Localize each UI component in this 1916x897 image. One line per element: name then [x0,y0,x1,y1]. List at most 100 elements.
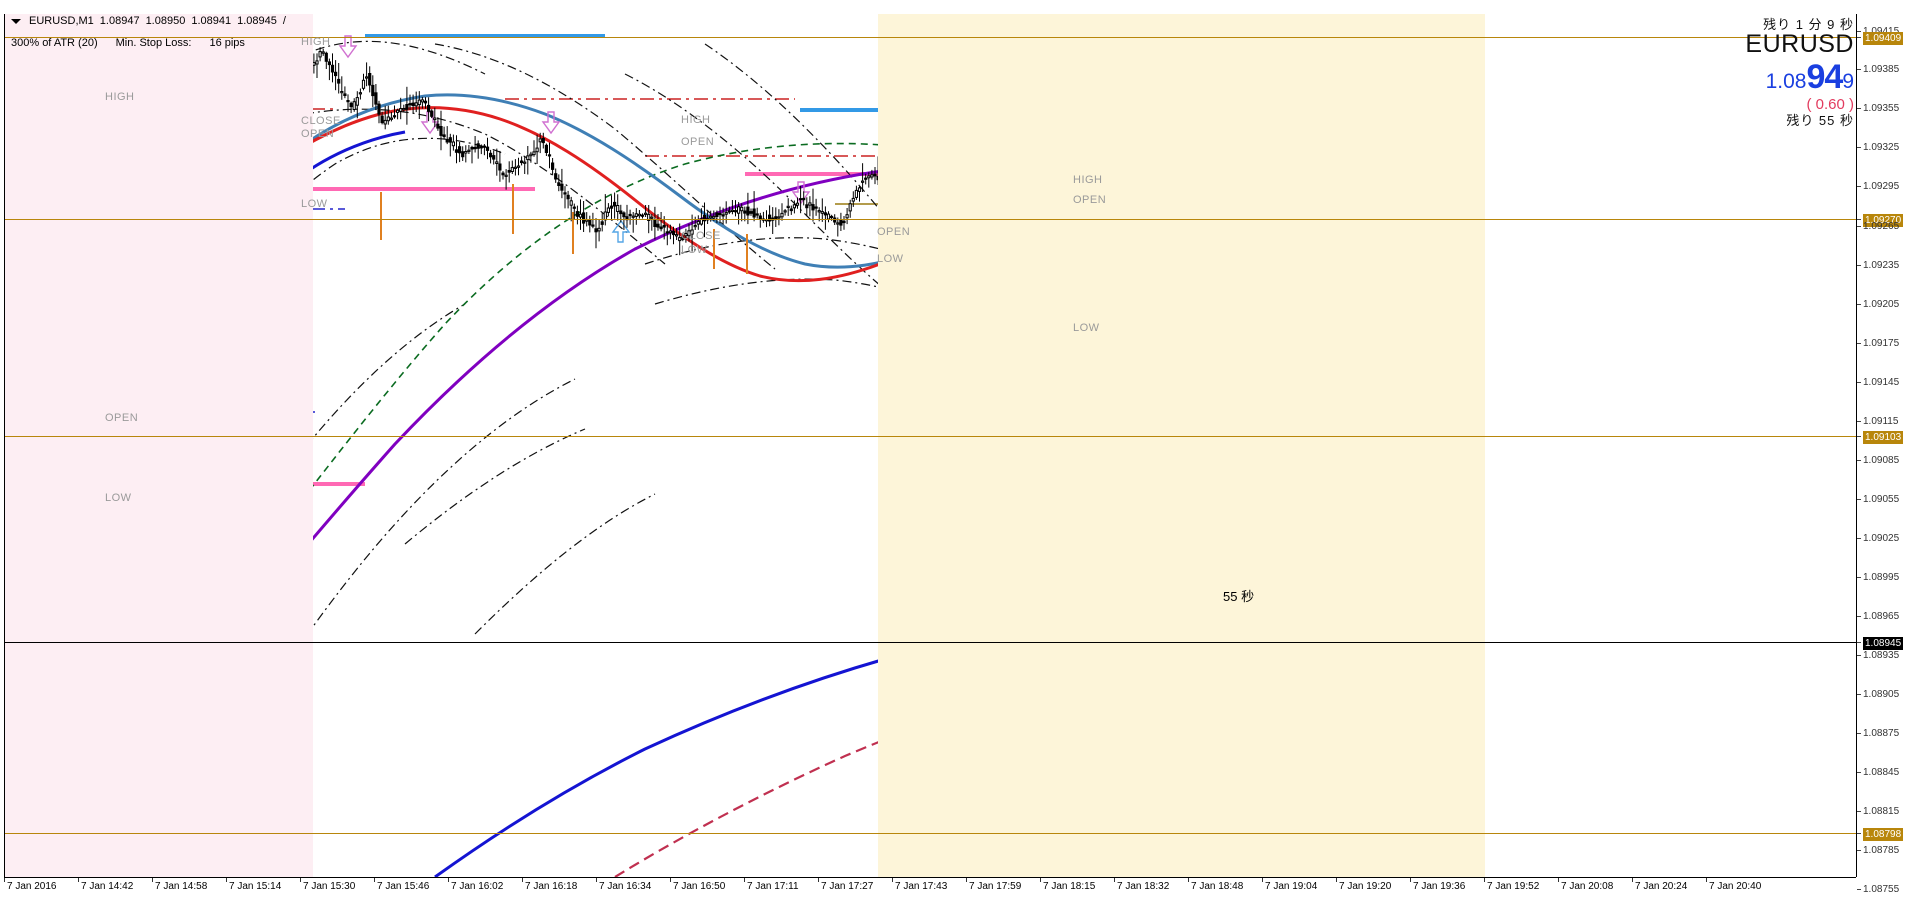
candle-body [690,229,694,235]
candle-body [1016,283,1020,287]
candle-body [954,245,958,253]
candle-body [879,177,883,181]
candle-body [888,188,893,199]
candle-body [228,195,232,204]
candle-body [1198,631,1203,655]
candle-body [885,186,889,190]
pink-level-segments [115,172,1445,496]
candle-body [123,203,127,206]
candle-body [597,227,601,232]
candle-body [120,209,124,223]
chart-plot-area[interactable]: HIGH CLOSE HIGH OPEN LOW OPEN LOW HIGH OPEN CLOSE… [4,14,1857,877]
candle-body [287,145,291,151]
time-scale[interactable]: 7 Jan 2016 7 Jan 14:42 7 Jan 14:58 7 Jan 15… [4,877,1856,897]
candle-body [1087,262,1091,269]
candle-body [343,93,347,97]
candle-body [985,266,989,271]
candle-body [752,208,756,218]
candle-body [182,154,186,158]
candle-body [520,160,524,164]
candle-body [628,213,632,217]
candle-body [24,427,28,433]
candle-body [1037,294,1041,300]
candle-body [498,163,502,171]
candle-body [386,116,390,122]
candle-body [464,151,468,154]
candle-body [377,103,381,115]
price-tick-mark [1857,219,1861,220]
candle-body [873,173,877,177]
candle-body [1155,665,1159,673]
candle-body [1056,283,1060,289]
candle-body [1090,265,1094,273]
chart-menu-caret-icon[interactable] [11,18,21,24]
candle-body [1047,291,1051,294]
candle-body [107,255,111,272]
candle-body [1217,486,1221,505]
candle-body [650,216,654,219]
candle-body [129,177,133,183]
candle-body [1146,548,1150,577]
candle-body [640,214,645,217]
candle-body [157,147,161,153]
candle-body [544,144,548,154]
quote-price-tail: 9 [1842,69,1854,93]
candle-body [578,213,583,218]
price-tick-label: 1.09103 [1863,431,1904,444]
candle-body [1003,272,1007,280]
candle-body [1118,309,1122,312]
time-tick-mark [1114,878,1115,882]
candle-body [647,213,651,221]
price-tick-mark [1857,382,1861,383]
candle-body [715,212,719,217]
chart-label-close: CLOSE [681,230,721,242]
time-tick-mark [448,878,449,882]
candle-body [1009,278,1013,285]
candle-body [461,151,465,158]
price-tick-label: 1.08798 [1863,828,1904,841]
price-scale[interactable]: 1.094151.09409 1.09385 1.09355 1.09325 1.092… [1856,14,1916,895]
price-tick-mark [1857,186,1861,187]
candle-body [696,220,700,225]
candle-body [482,145,486,148]
candle-body [1161,631,1165,650]
candle-body [95,314,99,318]
quote-price: 1.08949 [1644,57,1854,96]
candle-body [51,404,56,409]
candle-body [668,230,672,234]
candle-body [665,231,669,234]
price-tick-mark [1857,265,1861,266]
candle-body [284,152,288,161]
candle-body [160,151,164,156]
candle-body [1180,638,1184,656]
candle-body [1140,446,1144,485]
candle-body [1019,282,1023,290]
candle-body [11,439,15,442]
candle-body [1115,301,1119,306]
candle-body [721,214,725,217]
candle-body [603,211,607,221]
candle-body [1158,653,1162,662]
candle-body [777,216,781,219]
chart-label-open: OPEN [681,136,715,148]
quote-price-big: 94 [1806,57,1843,96]
candle-body [737,206,741,214]
candle-body [529,153,533,157]
price-tick-label: 1.09175 [1863,338,1900,349]
candle-body [110,246,115,258]
candle-body [504,174,508,177]
candle-body [895,197,899,203]
candle-body [495,161,499,164]
candle-body [1050,288,1054,291]
candle-body [138,162,142,166]
chart-label-open: OPEN [301,128,335,140]
time-tick-mark [4,878,5,882]
candle-body [994,262,998,272]
candle-body [582,212,586,224]
candle-body [687,230,691,237]
candle-body [402,108,406,111]
price-series-svg [5,34,1473,877]
candle-body [551,162,555,170]
candle-body [166,156,170,160]
candle-body [709,215,713,219]
